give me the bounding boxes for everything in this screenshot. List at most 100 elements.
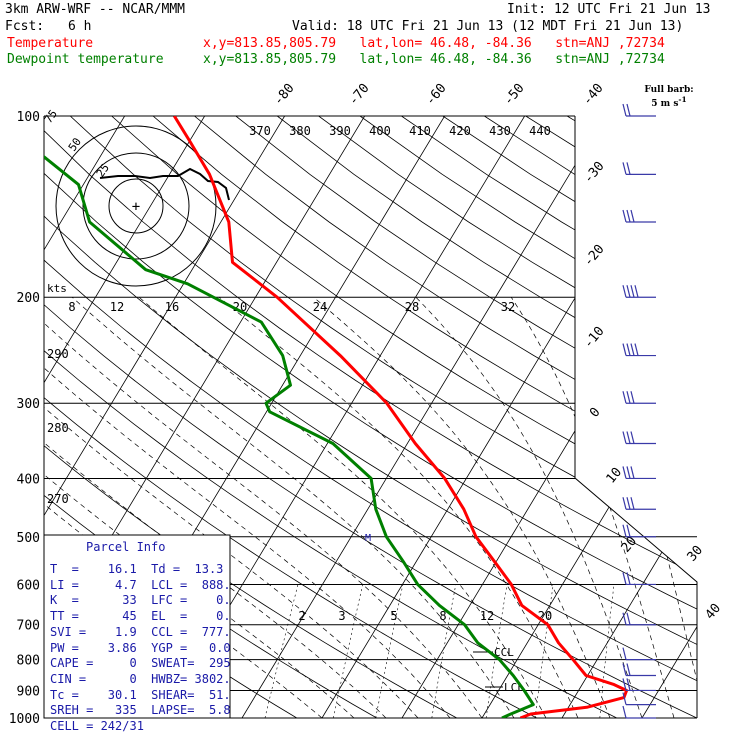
wind-barb-flag (626, 572, 631, 585)
isotherm-label: -60 (423, 81, 450, 109)
pressure-tick-label: 200 (17, 291, 40, 306)
wind-barb (622, 524, 656, 538)
mixing-ratio-line (333, 584, 364, 718)
mixing-ratio-label: 2 (298, 609, 305, 623)
moist-adiabat-line (510, 297, 675, 718)
hodograph-ring-label: 75 (42, 107, 60, 125)
pressure-tick-label: 900 (17, 684, 40, 699)
pressure-tick-label: 1000 (9, 712, 40, 727)
isotherm-line (401, 116, 697, 718)
hodograph-speed-label: 24 (313, 300, 327, 314)
wind-barb (622, 692, 656, 706)
dry-adiabat-line (442, 116, 697, 718)
dry-adiabat-line (44, 116, 697, 718)
mixing-ratio-label: 5 (390, 609, 397, 623)
isotherm-line (321, 116, 685, 718)
parcel-info-row: TT = 45 EL = 0. (50, 609, 231, 624)
parcel-info-row: SREH = 335 LAPSE= 5.8 (50, 703, 231, 718)
wind-barb-flag (626, 524, 631, 537)
wind-barb-flag (630, 497, 635, 510)
wind-barb-flag (626, 466, 631, 479)
wind-barb-flag (622, 678, 627, 691)
wind-barb-flag (622, 103, 627, 117)
isotherm-label: 30 (685, 543, 707, 565)
theta-label: 270 (47, 492, 69, 506)
hodograph-speed-label: 12 (110, 300, 124, 314)
dry-adiabat-line (152, 116, 697, 718)
hodograph-ring-label: 25 (94, 161, 112, 179)
isotherm-label: 40 (703, 601, 725, 623)
dry-adiabat-line (484, 116, 697, 718)
isotherm-label: 10 (604, 465, 626, 487)
mixing-ratio-line (534, 584, 554, 718)
hodograph-speed-label: 32 (501, 300, 515, 314)
wind-barb (622, 678, 656, 692)
isotherm-line (44, 116, 205, 718)
theta-e-label: 370 (249, 124, 271, 138)
wind-barb-flag (622, 647, 627, 660)
mixing-ratio-line (264, 584, 299, 718)
mixing-ratio-label: 12 (480, 609, 494, 623)
moist-adiabat-line (44, 296, 355, 718)
moist-adiabat-line (44, 296, 483, 718)
isotherm-label: -70 (346, 81, 373, 109)
parcel-info-row: T = 16.1 Td = 13.3 (50, 562, 224, 576)
pressure-tick-label: 300 (17, 397, 40, 412)
isotherm-line (44, 116, 285, 718)
wind-barb (622, 705, 656, 719)
dry-adiabat-line (44, 116, 537, 718)
pressure-tick-label: 800 (17, 654, 40, 669)
parcel-info-row: LI = 4.7 LCL = 888. (50, 577, 231, 592)
wind-barb-flag (634, 343, 639, 356)
wind-barb (622, 285, 656, 298)
wind-barb (622, 431, 656, 445)
hodograph-units-label: kts (47, 282, 67, 295)
dry-adiabat-line (401, 116, 697, 718)
wind-barb-flag (622, 209, 627, 223)
theta-e-label: 430 (489, 124, 511, 138)
parcel-info-title: Parcel Info (86, 540, 166, 554)
parcel-info-row: K = 33 LFC = 0. (50, 593, 231, 608)
pressure-tick-label: 500 (17, 531, 40, 546)
model-title: 3km ARW-WRF -- NCAR/MMM (5, 2, 186, 17)
wind-barb-flag (626, 612, 631, 625)
parcel-info-row: CIN = 0 HWBZ= 3802. (50, 671, 231, 686)
wind-barb (622, 466, 656, 480)
dry-adiabat-line (44, 116, 697, 718)
isotherm-label: 0 (587, 405, 604, 421)
wind-barb-flag (626, 103, 631, 117)
isotherm-label: -20 (581, 242, 608, 270)
theta-e-label: 400 (369, 124, 391, 138)
hodograph-ring-label: 50 (66, 135, 84, 153)
wind-barb-flag (626, 391, 631, 404)
legend-temperature: Temperature (7, 36, 94, 51)
barb-note-exp: -1 (678, 95, 687, 104)
diagram-edge (574, 116, 698, 718)
wind-barb (622, 391, 656, 404)
isotherm-label: -10 (581, 324, 608, 352)
pressure-tick-label: 100 (17, 110, 40, 125)
wind-barb-flag (622, 431, 627, 444)
hodograph-speed-label: 8 (68, 300, 75, 314)
wind-barb-flag (626, 162, 631, 175)
hodograph-ring (55, 125, 217, 287)
isotherm-label: -50 (501, 81, 528, 109)
wind-barb (622, 647, 656, 661)
dry-adiabat-line (44, 116, 697, 718)
wind-barb (622, 162, 656, 175)
wind-barb-flag (622, 572, 627, 585)
dry-adiabat-line (525, 116, 697, 718)
legend-dewpoint-location: x,y=813.85,805.79 lat,lon= 46.48, -84.36… (203, 52, 665, 67)
dry-adiabat-line (69, 116, 697, 718)
isotherm-line (722, 116, 740, 718)
hodograph-speed-label: 28 (405, 300, 419, 314)
moist-adiabat-line (218, 296, 579, 718)
dry-adiabat-line (194, 116, 697, 718)
temperature-trace (173, 116, 629, 718)
wind-barb-flag (622, 343, 627, 356)
hodograph-trace (99, 167, 230, 201)
wind-barb (622, 343, 656, 357)
dewpoint-trace (44, 116, 535, 718)
dry-adiabat-line (235, 116, 697, 718)
